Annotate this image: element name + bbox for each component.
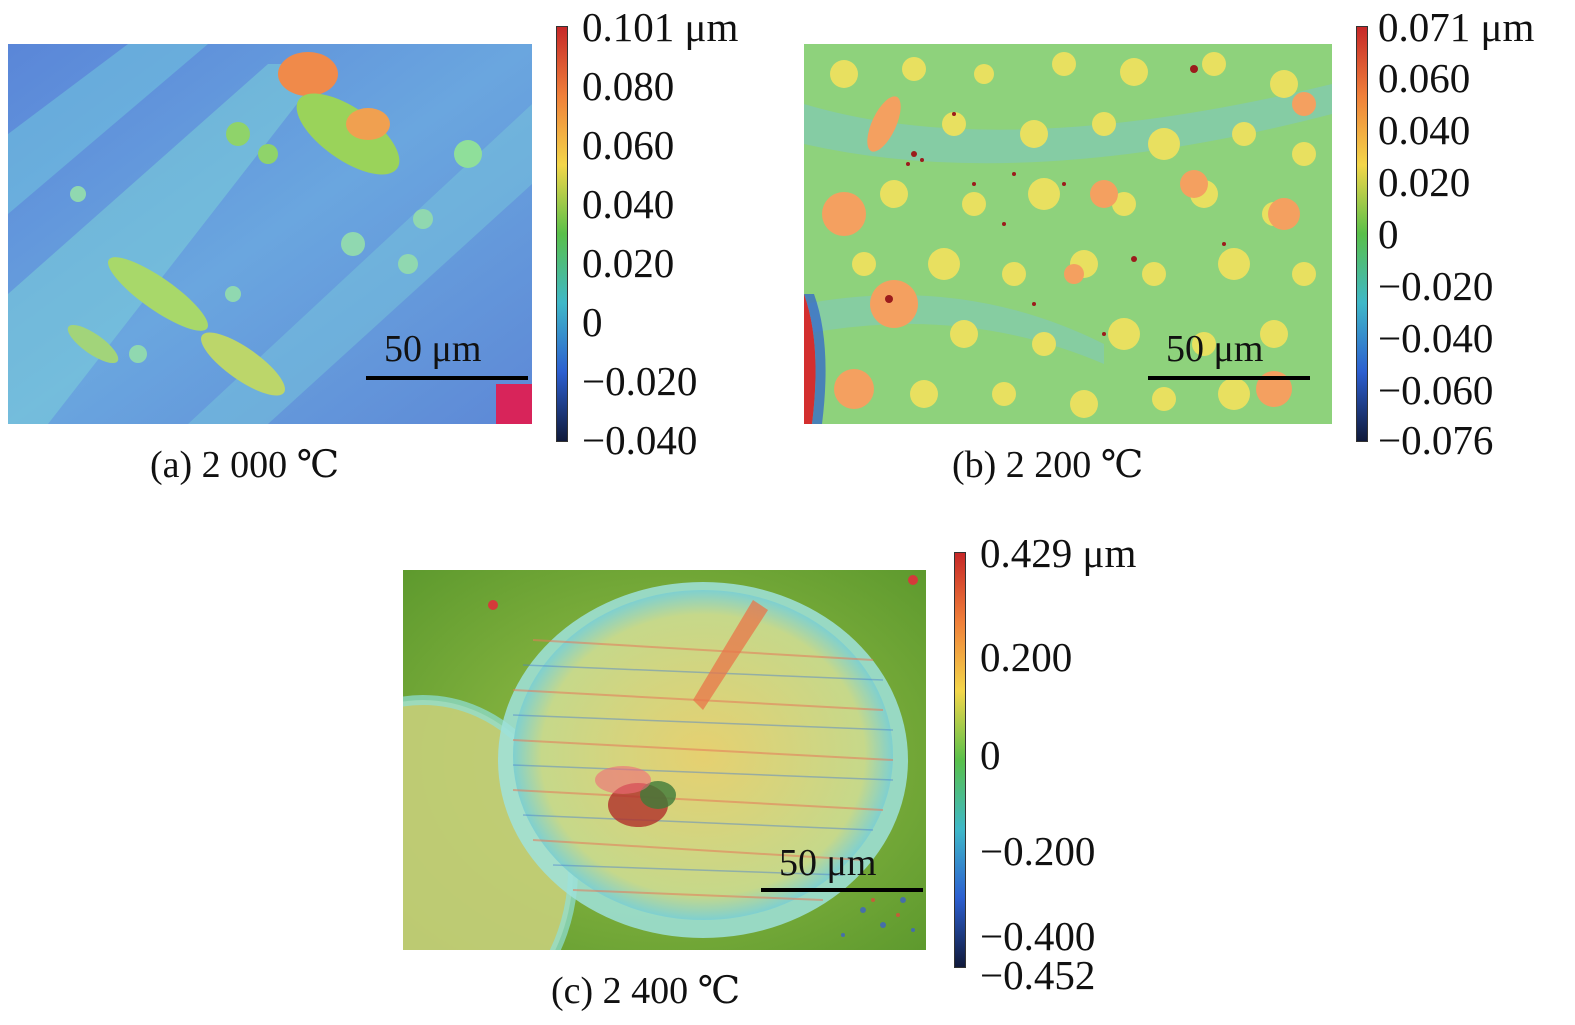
height-map-b: 50 μm [804,44,1332,424]
colorbar-tick: −0.200 [980,828,1096,874]
caption-b: (b) 2 200 ℃ [952,444,1144,486]
colorbar-tick: −0.076 [1378,417,1494,463]
colorbar-tick: 0.040 [582,181,675,227]
scale-bar [1148,376,1310,380]
colorbar-tick: 0.080 [582,63,675,109]
height-map-a: 50 μm [8,44,532,424]
colorbar-b [1356,26,1368,442]
colorbar-a [556,26,568,442]
colorbar-tick: −0.020 [582,358,698,404]
caption-a: (a) 2 000 ℃ [150,444,340,486]
colorbar-tick: −0.040 [582,417,698,463]
colorbar-tick: 0.101 μm [582,4,739,50]
colorbar-tick: 0.060 [582,122,675,168]
colorbar-c [954,552,966,968]
colorbar-tick: −0.040 [1378,315,1494,361]
colorbar-tick: 0.071 μm [1378,4,1535,50]
colorbar-tick: 0.020 [582,240,675,286]
scale-bar-label: 50 μm [384,328,482,370]
colorbar-tick: 0.429 μm [980,530,1137,576]
height-map-c: 50 μm [403,570,926,950]
colorbar-tick: 0 [582,299,603,345]
scale-bar [366,376,528,380]
colorbar-tick: 0.040 [1378,107,1471,153]
scale-bar-label: 50 μm [779,842,877,884]
scale-bar [761,888,923,892]
scale-bar-label: 50 μm [1166,328,1264,370]
colorbar-tick: 0 [980,732,1001,778]
colorbar-tick: −0.060 [1378,367,1494,413]
colorbar-tick: 0.060 [1378,55,1471,101]
caption-c: (c) 2 400 ℃ [551,970,741,1012]
colorbar-tick: −0.400 [980,913,1096,959]
colorbar-tick: −0.452 [980,952,1096,998]
colorbar-tick: 0 [1378,211,1399,257]
colorbar-tick: 0.200 [980,634,1073,680]
colorbar-tick: 0.020 [1378,159,1471,205]
colorbar-tick: −0.020 [1378,263,1494,309]
